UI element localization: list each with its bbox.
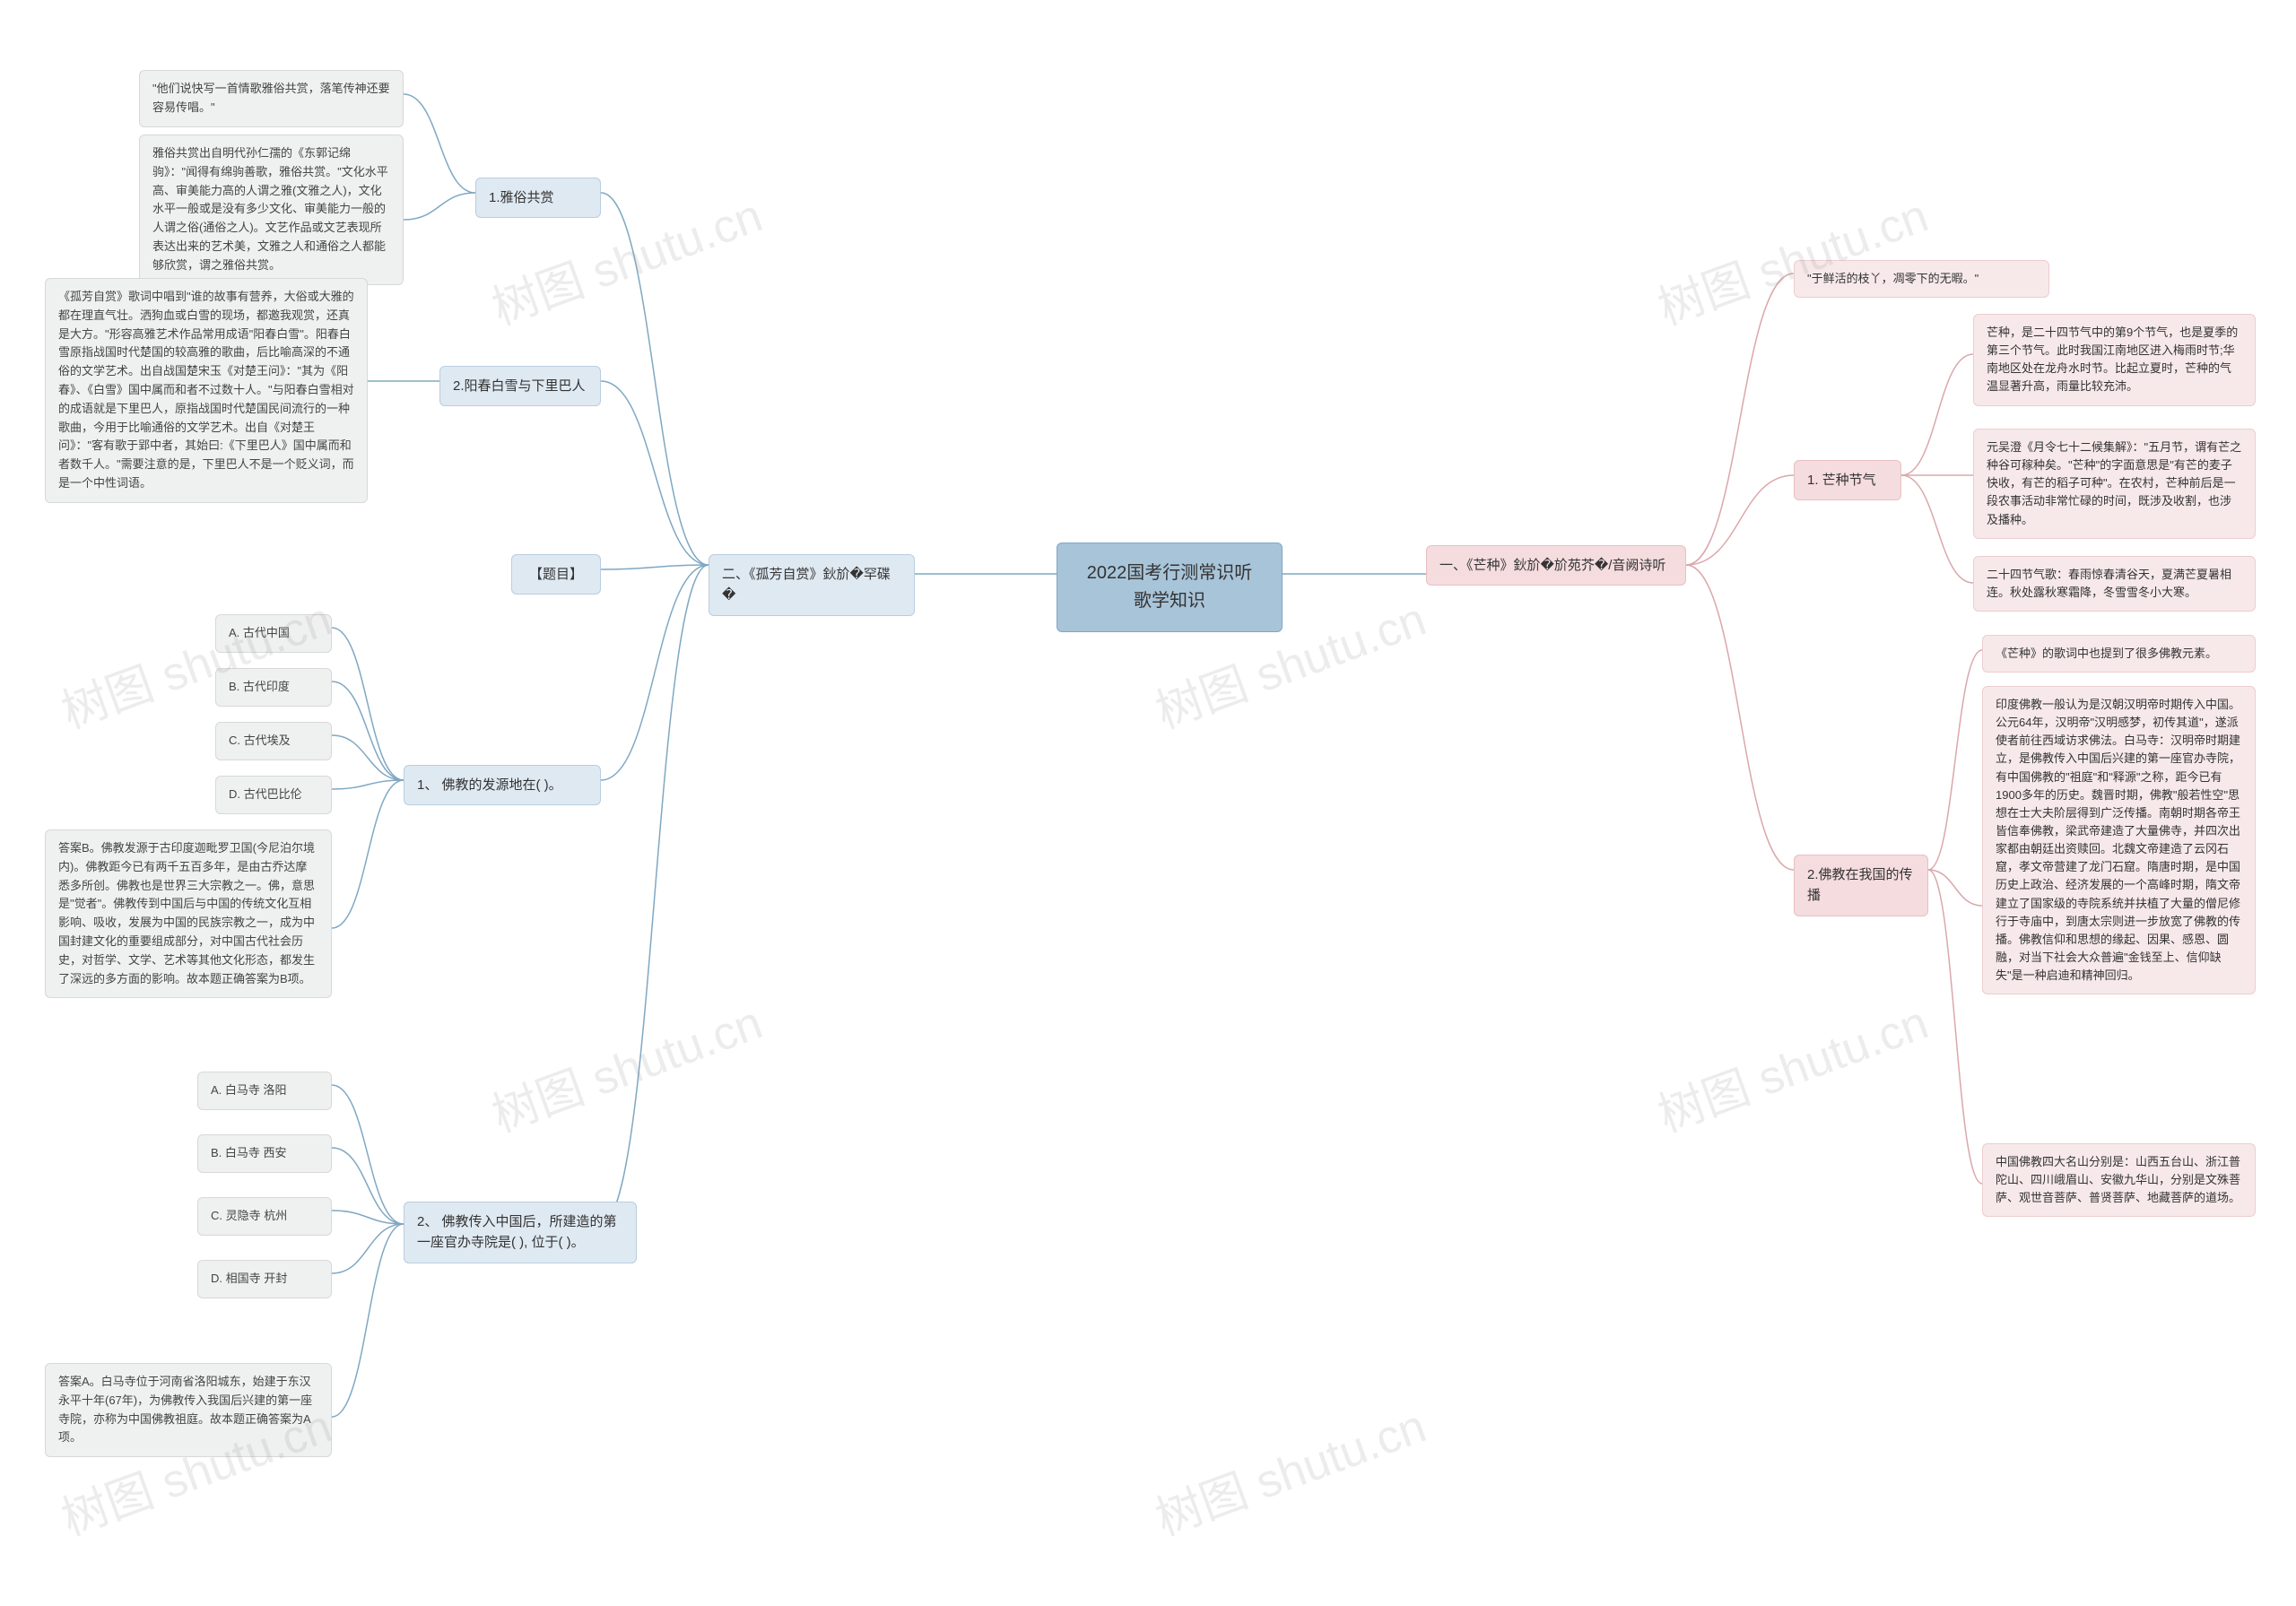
right-n2: 2.佛教在我国的传播: [1794, 855, 1928, 916]
right-n2-b: 印度佛教一般认为是汉朝汉明帝时期传入中国。公元64年，汉明帝"汉明感梦，初传其道…: [1982, 686, 2256, 994]
left-n3: 【题目】: [511, 554, 601, 595]
left-q2-c: C. 灵隐寺 杭州: [197, 1197, 332, 1236]
left-q1-a: A. 古代中国: [215, 614, 332, 653]
left-q2-a: A. 白马寺 洛阳: [197, 1072, 332, 1110]
left-q1-d: D. 古代巴比伦: [215, 776, 332, 814]
left-q2-exp: 答案A。白马寺位于河南省洛阳城东，始建于东汉永平十年(67年)，为佛教传入我国后…: [45, 1363, 332, 1457]
left-q2: 2、 佛教传入中国后，所建造的第一座官办寺院是( ), 位于( )。: [404, 1202, 637, 1263]
root-node: 2022国考行测常识听歌学知识: [1057, 543, 1283, 632]
watermark: 树图 shutu.cn: [51, 581, 340, 741]
left-q1-b: B. 古代印度: [215, 668, 332, 707]
left-q1-c: C. 古代埃及: [215, 722, 332, 760]
right-n1: 1. 芒种节气: [1794, 460, 1901, 500]
right-n1-b: 元吴澄《月令七十二候集解》："五月节，谓有芒之种谷可稼种矣。"芒种"的字面意思是…: [1973, 429, 2256, 539]
left-q2-d: D. 相国寺 开封: [197, 1260, 332, 1298]
watermark: 树图 shutu.cn: [482, 985, 770, 1144]
watermark: 树图 shutu.cn: [1648, 985, 1936, 1144]
right-n2-a: 《芒种》的歌词中也提到了很多佛教元素。: [1982, 635, 2256, 673]
left-q2-b: B. 白马寺 西安: [197, 1134, 332, 1173]
right-n2-c: 中国佛教四大名山分别是：山西五台山、浙江普陀山、四川峨眉山、安徽九华山，分别是文…: [1982, 1143, 2256, 1217]
right-main: 一、《芒种》鈥斺�斺苑芥�/音阙诗听: [1426, 545, 1686, 586]
watermark: 树图 shutu.cn: [1145, 1388, 1434, 1548]
root-title: 2022国考行测常识听歌学知识: [1087, 563, 1253, 611]
left-q1: 1、 佛教的发源地在( )。: [404, 765, 601, 805]
left-main: 二、《孤芳自赏》鈥斺�罕碟�: [709, 554, 915, 616]
right-n1-a: 芒种，是二十四节气中的第9个节气，也是夏季的第三个节气。此时我国江南地区进入梅雨…: [1973, 314, 2256, 406]
watermark: 树图 shutu.cn: [1648, 178, 1936, 337]
left-n2: 2.阳春白雪与下里巴人: [439, 366, 601, 406]
left-q1-exp: 答案B。佛教发源于古印度迦毗罗卫国(今尼泊尔境内)。佛教距今已有两千五百多年，是…: [45, 829, 332, 998]
right-quote: "于鲜活的枝丫，凋零下的无暇。": [1794, 260, 2049, 298]
left-n1-b: 雅俗共赏出自明代孙仁孺的《东郭记绵驹》："闻得有绵驹善歌，雅俗共赏。"文化水平高…: [139, 135, 404, 285]
left-n2-a: 《孤芳自赏》歌词中唱到"谁的故事有营养，大俗或大雅的都在理直气壮。洒狗血或白雪的…: [45, 278, 368, 503]
left-n1-a: "他们说快写一首情歌雅俗共赏，落笔传神还要容易传唱。": [139, 70, 404, 127]
left-n1: 1.雅俗共赏: [475, 178, 601, 218]
right-n1-c: 二十四节气歌：春雨惊春清谷天，夏满芒夏暑相连。秋处露秋寒霜降，冬雪雪冬小大寒。: [1973, 556, 2256, 612]
